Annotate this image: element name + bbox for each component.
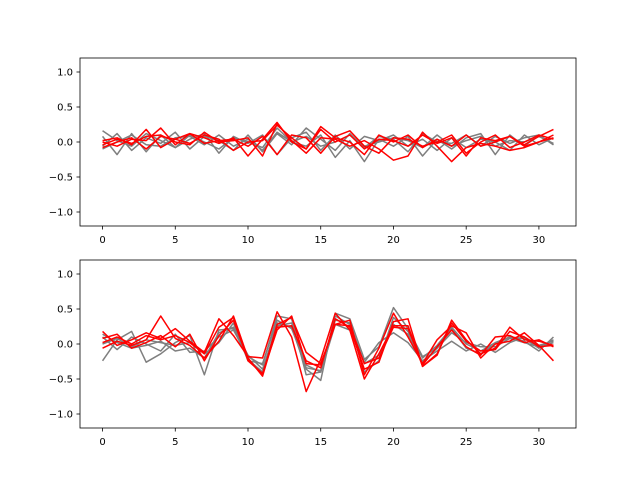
x-tick-label: 15: [314, 235, 327, 246]
x-tick-label: 15: [314, 437, 327, 448]
bottom-subplot: 0 5 10 15 20 25 30 −1.0 −0.5 0.0 0.5 1.0: [49, 259, 577, 448]
series-line-red-7: [102, 124, 554, 157]
x-tick-label: 30: [533, 437, 546, 448]
x-tick-label: 0: [99, 437, 105, 448]
series-line-red-4: [102, 311, 554, 393]
x-tick-label: 20: [387, 235, 400, 246]
x-tick-label: 5: [172, 235, 178, 246]
x-tick-label: 25: [460, 235, 473, 246]
y-tick-label: 0.0: [57, 138, 73, 149]
series-line-red-6: [102, 127, 554, 156]
y-tick-label: 0.5: [57, 305, 73, 316]
x-tick-label: 10: [242, 437, 255, 448]
y-tick-label: −1.0: [49, 208, 73, 219]
top-subplot: 0 5 10 15 20 25 30 −1.0 −0.5 0.0 0.5 1.0: [49, 57, 577, 246]
x-tick-label: 30: [533, 235, 546, 246]
series-line-red-7: [102, 315, 554, 375]
x-tick-label: 25: [460, 437, 473, 448]
plot-area: [101, 306, 554, 393]
x-tick-label: 5: [172, 437, 178, 448]
x-tick-label: 20: [387, 437, 400, 448]
y-tick-label: −1.0: [49, 410, 73, 421]
y-tick-label: −0.5: [49, 173, 73, 184]
y-tick-label: 1.0: [57, 270, 73, 281]
x-tick-label: 10: [242, 235, 255, 246]
plot-area: [101, 121, 554, 163]
x-tick-label: 0: [99, 235, 105, 246]
y-tick-label: 1.0: [57, 68, 73, 79]
y-tick-label: 0.0: [57, 340, 73, 351]
y-tick-label: −0.5: [49, 375, 73, 386]
y-tick-label: 0.5: [57, 103, 73, 114]
